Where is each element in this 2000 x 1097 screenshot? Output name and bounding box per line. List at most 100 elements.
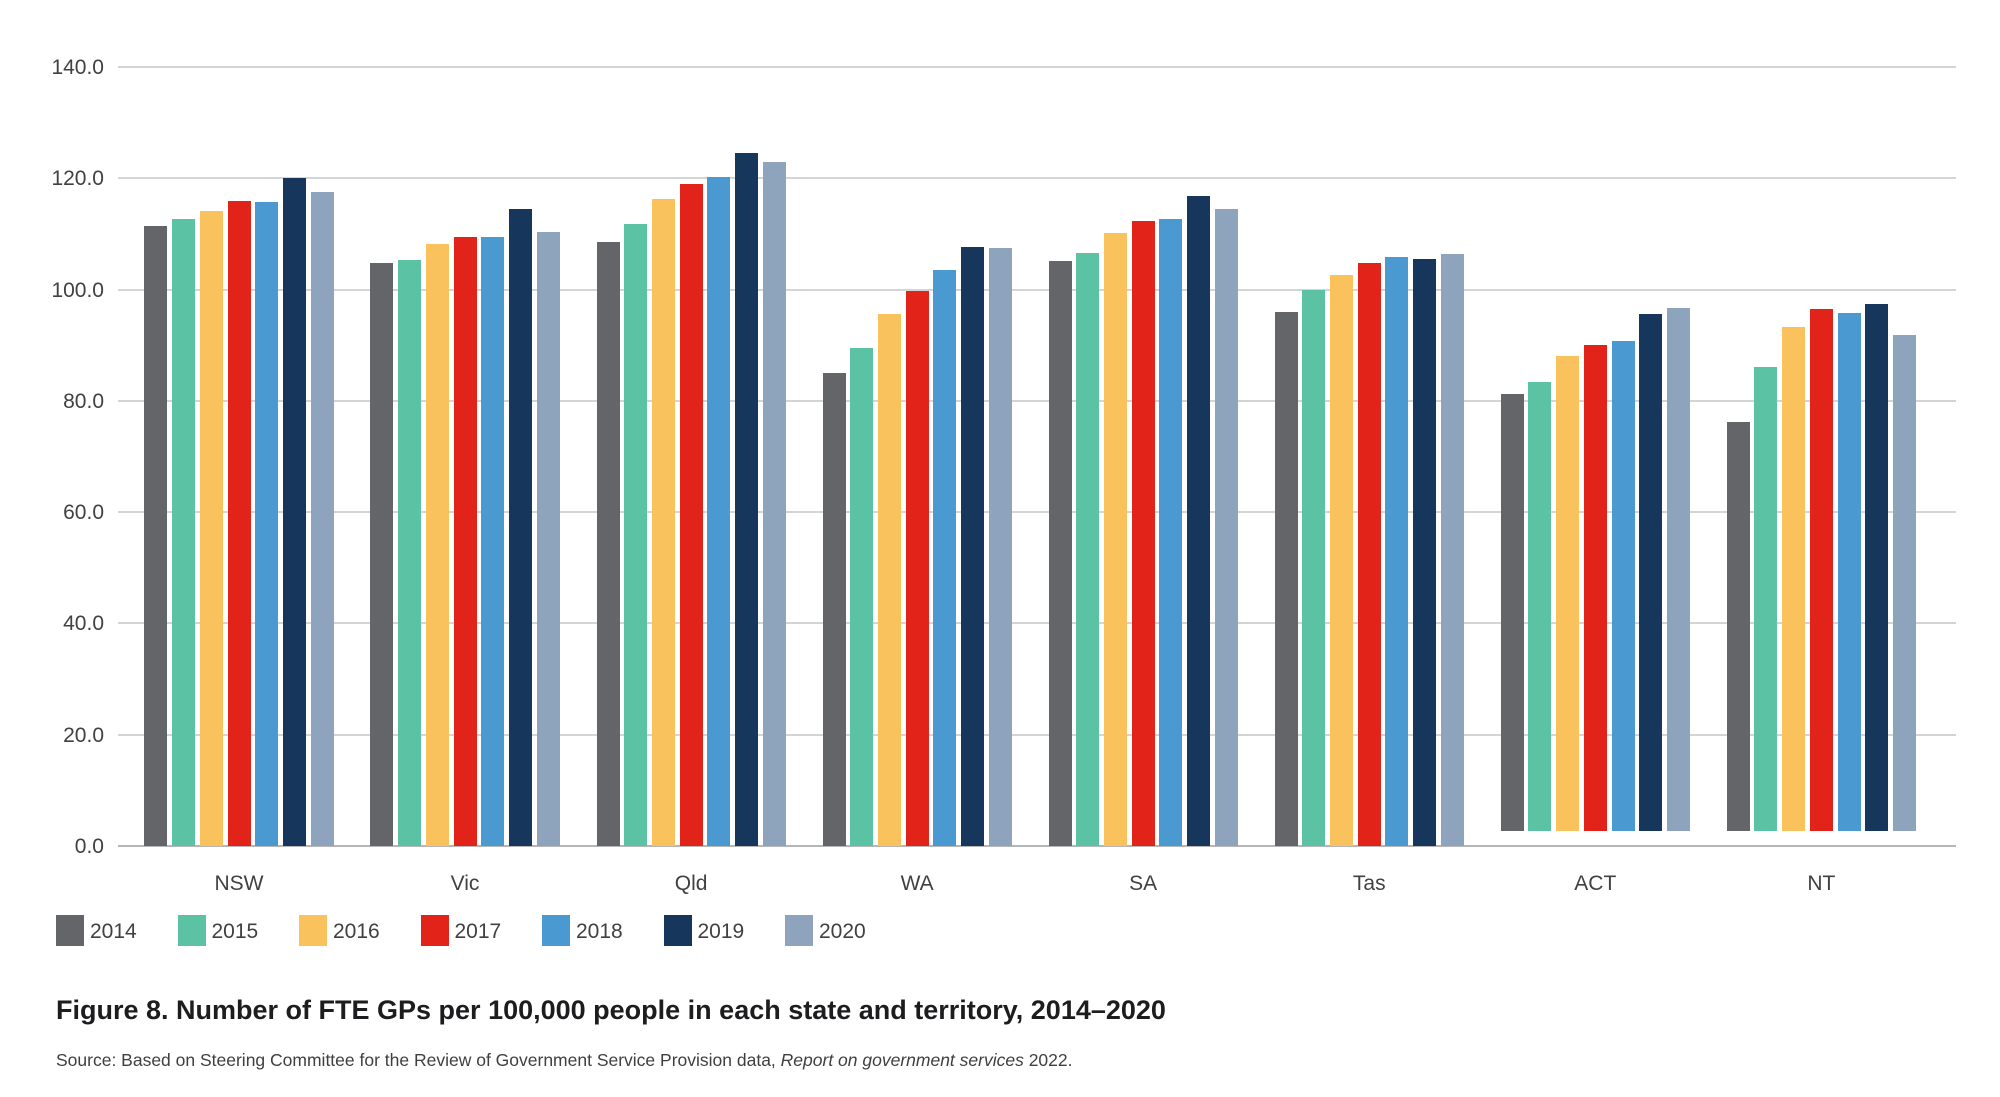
bar-Qld-2015 <box>624 224 648 846</box>
legend-label-2017: 2017 <box>454 920 502 943</box>
legend-swatch-2017 <box>420 915 449 946</box>
gridline-y-20 <box>118 733 1956 736</box>
legend-label-2019: 2019 <box>697 920 745 943</box>
bar-ACT-2017 <box>1583 345 1607 831</box>
bar-Vic-2020 <box>536 231 560 846</box>
gridline-y-100 <box>118 288 1956 291</box>
x-tick-label-SA: SA <box>1129 872 1158 895</box>
gridline-y-120 <box>118 177 1956 180</box>
bar-ACT-2015 <box>1528 381 1552 831</box>
bar-ACT-2014 <box>1500 393 1524 831</box>
bar-Qld-2020 <box>762 162 786 846</box>
bar-ACT-2016 <box>1556 356 1580 831</box>
source-publication: Report on government services <box>780 1050 1024 1070</box>
bar-Qld-2016 <box>651 199 675 846</box>
bar-Vic-2019 <box>508 209 532 846</box>
y-tick-label-60.0: 60.0 <box>63 501 104 525</box>
bar-NT-2015 <box>1754 366 1778 831</box>
legend-swatch-2019 <box>663 915 692 946</box>
bar-WA-2019 <box>961 246 985 846</box>
source-text: Source: Based on Steering Committee for … <box>56 1050 781 1070</box>
bar-NSW-2020 <box>310 191 334 846</box>
bar-Vic-2017 <box>453 237 477 846</box>
bar-SA-2020 <box>1214 209 1238 846</box>
bar-NT-2019 <box>1865 304 1889 831</box>
bar-SA-2019 <box>1187 195 1211 846</box>
bar-Tas-2019 <box>1413 258 1437 846</box>
bar-ACT-2019 <box>1639 314 1663 831</box>
bar-Vic-2014 <box>370 262 394 846</box>
bar-SA-2016 <box>1104 232 1127 846</box>
bar-Tas-2014 <box>1274 312 1298 846</box>
bar-NT-2017 <box>1809 309 1833 831</box>
legend-swatch-2016 <box>299 915 327 946</box>
bar-NSW-2015 <box>172 219 196 846</box>
gridline-y-40 <box>118 622 1956 625</box>
bar-ACT-2020 <box>1666 307 1690 831</box>
legend-swatch-2018 <box>542 915 570 946</box>
bar-NT-2014 <box>1726 422 1750 831</box>
figure-title: Figure 8. Number of FTE GPs per 100,000 … <box>56 995 1166 1025</box>
bar-Tas-2017 <box>1357 262 1381 846</box>
bar-WA-2016 <box>877 314 901 846</box>
source-year: 2022. <box>1023 1050 1073 1070</box>
bar-SA-2014 <box>1048 261 1072 846</box>
bar-Qld-2017 <box>679 184 703 846</box>
bar-WA-2015 <box>850 347 874 846</box>
legend-label-2015: 2015 <box>211 920 259 943</box>
x-tick-label-ACT: ACT <box>1574 872 1617 895</box>
bar-WA-2018 <box>933 270 957 846</box>
y-tick-label-20.0: 20.0 <box>63 723 104 747</box>
bar-SA-2018 <box>1159 219 1183 846</box>
bar-NSW-2017 <box>227 201 251 846</box>
y-tick-label-80.0: 80.0 <box>63 389 104 413</box>
legend-swatch-2015 <box>177 915 206 946</box>
bar-WA-2020 <box>988 247 1012 846</box>
bar-NSW-2018 <box>255 202 279 846</box>
x-tick-label-WA: WA <box>900 872 934 895</box>
gridline-y-140 <box>118 66 1956 68</box>
gridline-y-60 <box>118 511 1956 514</box>
x-tick-label-NSW: NSW <box>214 872 264 895</box>
bar-WA-2014 <box>822 373 846 846</box>
bar-Qld-2019 <box>735 153 758 846</box>
bar-Tas-2020 <box>1440 253 1464 846</box>
y-tick-label-120.0: 120.0 <box>51 167 104 191</box>
bar-NSW-2014 <box>144 226 168 846</box>
legend-swatch-2014 <box>56 915 84 946</box>
y-tick-label-140.0: 140.0 <box>51 56 104 79</box>
x-tick-label-Tas: Tas <box>1352 872 1386 895</box>
bar-NSW-2016 <box>199 210 223 846</box>
legend-label-2016: 2016 <box>333 920 380 943</box>
y-tick-label-40.0: 40.0 <box>63 612 104 636</box>
bar-SA-2017 <box>1131 220 1155 846</box>
bar-NSW-2019 <box>282 178 306 846</box>
legend-label-2020: 2020 <box>819 920 866 943</box>
bar-Qld-2014 <box>596 241 620 846</box>
legend-swatch-2020 <box>785 915 813 946</box>
figure-source: Source: Based on Steering Committee for … <box>56 1050 1072 1071</box>
bar-Tas-2018 <box>1385 256 1409 846</box>
gridline-y-80 <box>118 399 1956 402</box>
x-tick-label-NT: NT <box>1807 872 1836 895</box>
bar-NT-2016 <box>1782 326 1806 831</box>
bar-Vic-2018 <box>481 237 505 846</box>
x-tick-label-Qld: Qld <box>674 872 708 895</box>
bar-NT-2020 <box>1892 335 1916 831</box>
bar-Vic-2015 <box>398 259 422 846</box>
x-tick-label-Vic: Vic <box>450 872 480 895</box>
bar-Tas-2016 <box>1330 275 1354 846</box>
legend-label-2018: 2018 <box>576 920 623 943</box>
bar-ACT-2018 <box>1611 340 1635 831</box>
bar-Tas-2015 <box>1302 289 1326 846</box>
bar-Qld-2018 <box>707 176 731 846</box>
bar-SA-2015 <box>1076 253 1100 846</box>
y-tick-label-0.0: 0.0 <box>74 835 104 858</box>
bar-WA-2017 <box>905 291 929 846</box>
legend-label-2014: 2014 <box>90 920 137 943</box>
y-tick-label-100.0: 100.0 <box>51 278 104 302</box>
x-axis-line <box>118 845 1956 847</box>
bar-NT-2018 <box>1837 312 1861 831</box>
bar-Vic-2016 <box>425 243 449 846</box>
